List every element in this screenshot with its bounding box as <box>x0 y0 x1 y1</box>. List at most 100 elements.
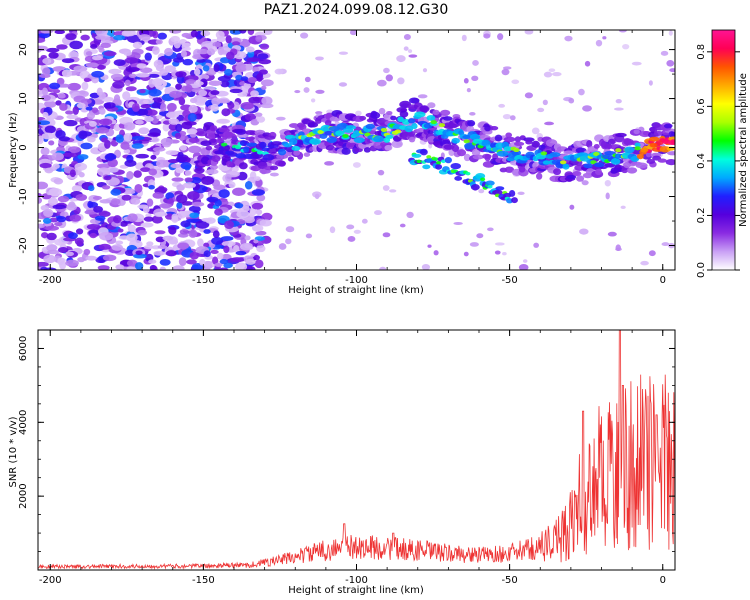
spectrogram-blob <box>131 102 140 112</box>
spectrogram-blob <box>397 116 404 123</box>
spectrogram-blob <box>172 57 185 63</box>
spectrogram-blob <box>53 177 64 185</box>
spectrogram-blob <box>98 211 111 217</box>
spectrogram-blob <box>624 146 635 154</box>
spectrogram-blob <box>396 55 406 63</box>
spectrogram-blob <box>165 250 177 257</box>
spectrogram-blob <box>213 184 226 191</box>
colorbar: 0.0 0.2 0.4 0.6 0.8 Normalized spectral ampl… <box>696 29 749 278</box>
spectrogram-blob <box>378 107 386 115</box>
spectrogram-blob <box>144 116 154 122</box>
spectrogram-blob <box>502 114 512 120</box>
spectrogram-blob <box>121 30 132 37</box>
spectrogram-blob <box>249 207 257 217</box>
spectrogram-blob <box>112 81 125 89</box>
spectrogram-blob <box>226 160 233 168</box>
spectrogram-blob <box>258 69 268 75</box>
spectrogram-blob <box>126 233 138 242</box>
spectrogram-blob <box>56 44 68 50</box>
spectrogram-blob <box>365 123 376 130</box>
spectrogram-blob <box>103 51 117 57</box>
spectrogram-blob <box>406 211 414 219</box>
x-tick-label: 0 <box>660 575 666 586</box>
spectrogram-blob <box>649 142 658 148</box>
spectrogram-blob <box>123 132 133 142</box>
spectrogram-blob <box>205 169 219 175</box>
spectrogram-blob <box>210 249 219 254</box>
spectrogram-blob <box>251 202 264 210</box>
spectrogram-blob <box>47 249 60 255</box>
spectrogram-blob <box>666 151 675 156</box>
spectrogram-blob <box>231 166 239 172</box>
spectrogram-blob <box>531 140 540 148</box>
spectrogram-blob <box>188 104 198 113</box>
spectrogram-blob <box>497 33 504 41</box>
spectrogram-blob <box>48 82 61 90</box>
colorbar-tick-label: 0.4 <box>696 153 707 169</box>
spectrogram-blob <box>444 156 452 164</box>
spectrogram-blob <box>461 34 467 42</box>
spectrogram-blob <box>78 130 88 140</box>
spectrogram-blob <box>200 140 212 147</box>
spectrogram-blob <box>440 109 451 116</box>
spectrogram-blob <box>152 147 166 152</box>
y-tick-label: 4000 <box>18 410 29 435</box>
spectrogram-blob <box>79 70 91 80</box>
spectrogram-blob <box>440 159 446 164</box>
spectrogram-blob <box>48 51 59 59</box>
spectrogram-blob <box>518 264 529 270</box>
spectrogram-blob <box>113 59 126 67</box>
spectrogram-blob <box>397 77 405 85</box>
spectrogram-blob <box>309 138 322 145</box>
x-tick-label: -200 <box>39 275 62 286</box>
spectrogram-blob <box>349 30 358 36</box>
spectrogram-blob <box>244 242 253 249</box>
spectrogram-blob <box>543 71 553 78</box>
spectrogram-blob <box>383 67 390 74</box>
spectrogram-blob <box>148 73 160 78</box>
spectrogram-y-ticks: -20 -10 0 10 20 <box>18 43 675 271</box>
spectrogram-blob <box>165 111 180 119</box>
spectrogram-blob <box>186 128 198 135</box>
spectrogram-blob <box>502 251 507 256</box>
spectrogram-blob <box>255 35 263 42</box>
spectrogram-blob <box>86 223 101 230</box>
spectrogram-blob <box>262 30 273 35</box>
spectrogram-blob <box>250 90 259 98</box>
spectrogram-blob <box>476 233 484 239</box>
spectrogram-blob <box>426 115 436 121</box>
spectrogram-blob <box>49 217 59 223</box>
spectrogram-blob <box>174 132 181 140</box>
spectrogram-blob <box>209 125 218 132</box>
spectrogram-blob <box>217 119 229 124</box>
spectrogram-blob <box>353 137 365 143</box>
spectrogram-blob <box>458 130 465 136</box>
spectrogram-blob <box>345 125 357 130</box>
spectrogram-blob <box>386 110 393 116</box>
spectrogram-blob <box>219 267 229 270</box>
spectrogram-blob <box>505 132 513 138</box>
spectrogram-blob <box>75 194 88 201</box>
spectrogram-blob <box>533 242 540 248</box>
spectrogram-blob <box>212 256 219 265</box>
spectrogram-blob <box>182 42 191 48</box>
spectrogram-blob <box>100 42 112 49</box>
spectrogram-blob <box>274 68 284 75</box>
spectrogram-blob <box>195 220 210 229</box>
spectrogram-blob <box>73 95 86 103</box>
spectrogram-blob <box>85 51 93 56</box>
spectrogram-blob <box>43 208 54 218</box>
x-tick-label: 0 <box>660 275 666 286</box>
spectrogram-blob <box>179 229 189 235</box>
spectrogram-blob <box>508 190 516 197</box>
spectrogram-blob <box>480 177 486 182</box>
spectrogram-blob <box>380 127 388 132</box>
spectrogram-blob <box>136 63 147 69</box>
spectrogram-blob <box>542 99 548 106</box>
spectrogram-blob <box>443 144 455 150</box>
spectrogram-blob <box>81 81 89 91</box>
spectrogram-blob <box>135 250 143 256</box>
spectrogram-blob <box>131 135 145 141</box>
spectrogram-blob <box>42 57 52 65</box>
y-tick-label: 6000 <box>18 336 29 361</box>
